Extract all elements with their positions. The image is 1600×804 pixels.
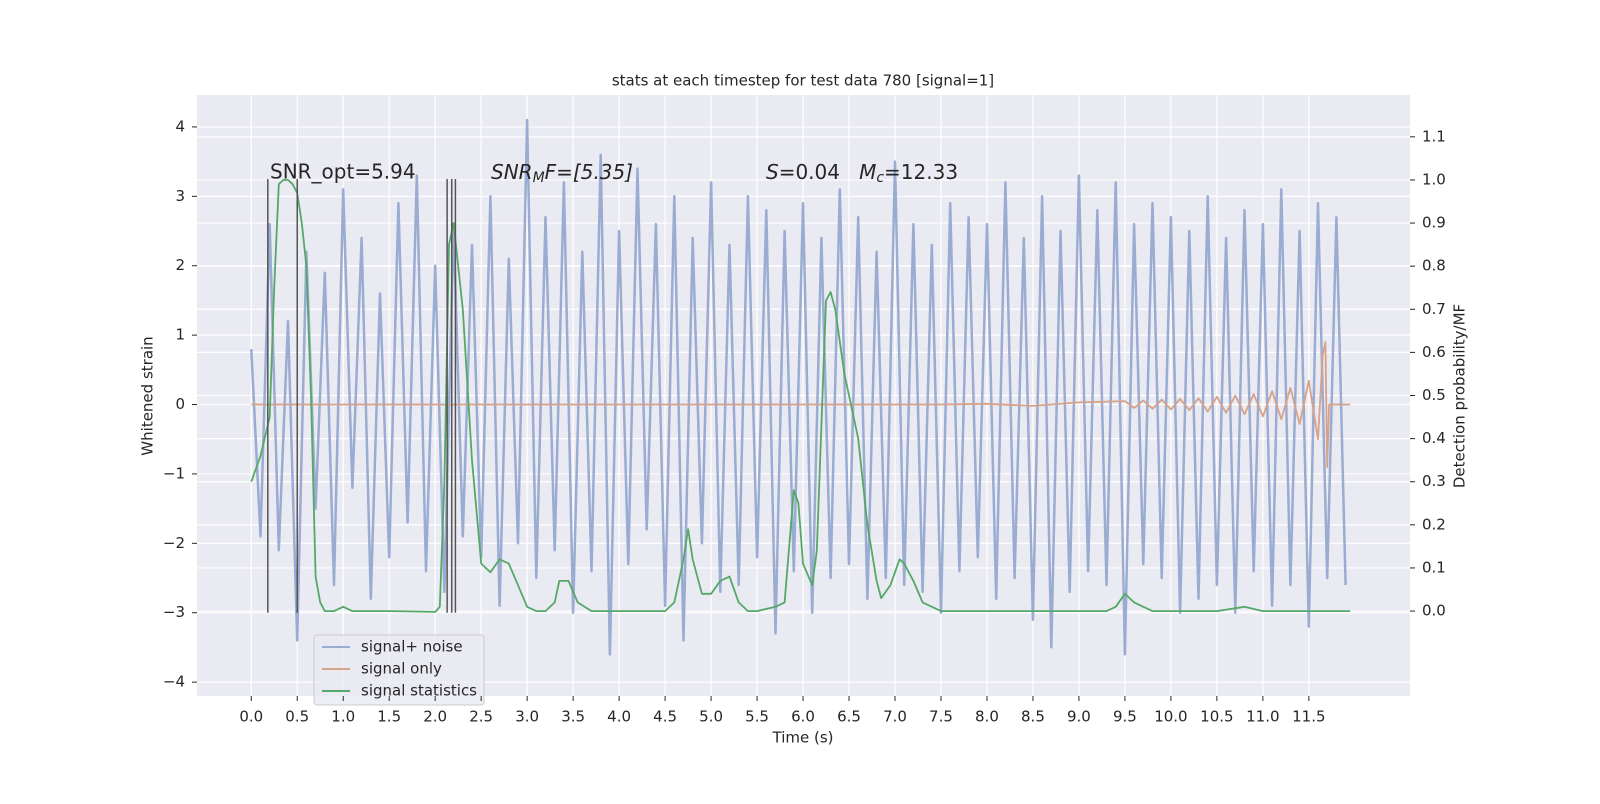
line-series: [250, 118, 1347, 656]
y-tick-label: 3: [175, 187, 185, 205]
annotation: S=0.04 Mc=12.33: [766, 160, 958, 187]
y-tick-label: 4: [175, 117, 185, 135]
x-tick-label: 9.5: [1113, 708, 1137, 726]
y-tick-label: −4: [163, 673, 185, 691]
line-series: [251, 341, 1351, 468]
legend-box: [313, 634, 485, 706]
y2-tick-label: 0.4: [1422, 429, 1446, 447]
x-tick-label: 5.0: [699, 708, 723, 726]
x-tick-label: 0.5: [285, 708, 309, 726]
y-tick-label: −2: [163, 534, 185, 552]
x-tick-label: 2.5: [469, 708, 493, 726]
y2-tick-label: 0.2: [1422, 515, 1446, 533]
annotation: SNRMF=[5.35]: [491, 160, 633, 187]
y2-tick-label: 1.1: [1422, 127, 1446, 145]
y2-tick-label: 0.3: [1422, 472, 1446, 490]
x-tick-label: 6.5: [837, 708, 861, 726]
annotation-part: S: [766, 160, 779, 184]
y2-tick-label: 0.9: [1422, 214, 1446, 232]
line-series: [250, 179, 1351, 613]
y2-tick-label: 0.7: [1422, 300, 1446, 318]
y2-tick-label: 0.6: [1422, 343, 1446, 361]
x-tick-label: 7.5: [929, 708, 953, 726]
annotation: SNR_opt=5.94: [270, 160, 416, 184]
x-tick-label: 10.0: [1154, 708, 1187, 726]
x-tick-label: 0.0: [239, 708, 263, 726]
x-tick-label: 5.5: [745, 708, 769, 726]
annotation-part: c: [876, 170, 884, 186]
x-tick-label: 1.0: [331, 708, 355, 726]
x-tick-label: 8.5: [1021, 708, 1045, 726]
chart-title: stats at each timestep for test data 780…: [612, 72, 994, 90]
x-tick-label: 11.0: [1246, 708, 1279, 726]
x-tick-label: 9.0: [1067, 708, 1091, 726]
x-tick-label: 3.0: [515, 708, 539, 726]
y-tick-label: −1: [163, 464, 185, 482]
x-tick-label: 11.5: [1292, 708, 1325, 726]
y2-tick-label: 0.1: [1422, 558, 1446, 576]
x-tick-label: 8.0: [975, 708, 999, 726]
legend-label: signal+ noise: [361, 638, 463, 656]
annotation-part: M: [533, 170, 545, 186]
y-tick-label: 0: [175, 395, 185, 413]
y2-axis-label: Detection probability/MF: [1451, 304, 1469, 488]
x-tick-label: 4.5: [653, 708, 677, 726]
legend-label: signal statistics: [361, 682, 477, 700]
y2-tick-label: 0.8: [1422, 257, 1446, 275]
legend-label: signal only: [361, 660, 442, 678]
x-tick-label: 3.5: [561, 708, 585, 726]
y2-tick-label: 0.0: [1422, 602, 1446, 620]
annotation-part: =0.04: [779, 160, 859, 184]
y-tick-label: 1: [175, 326, 185, 344]
x-tick-label: 2.0: [423, 708, 447, 726]
x-tick-label: 7.0: [883, 708, 907, 726]
annotation-part: F=[5.35]: [545, 160, 633, 184]
x-tick-label: 10.5: [1200, 708, 1233, 726]
y-tick-label: −3: [163, 603, 185, 621]
y2-tick-label: 1.0: [1422, 170, 1446, 188]
x-axis-label: Time (s): [772, 729, 834, 747]
annotation-part: M: [859, 160, 876, 184]
y2-tick-label: 0.5: [1422, 386, 1446, 404]
x-tick-label: 6.0: [791, 708, 815, 726]
y-axis-label: Whitened strain: [139, 336, 157, 455]
y-tick-label: 2: [175, 256, 185, 274]
annotation-part: =12.33: [884, 160, 958, 184]
x-tick-label: 1.5: [377, 708, 401, 726]
x-tick-label: 4.0: [607, 708, 631, 726]
annotation-part: SNR: [491, 160, 533, 184]
